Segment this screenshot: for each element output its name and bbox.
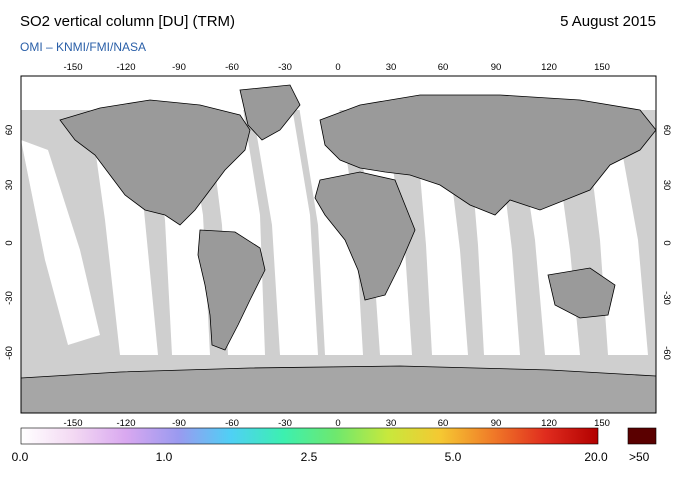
map-frame [20, 75, 657, 414]
colorbar-label: 1.0 [155, 450, 173, 464]
orbit-swath [21, 140, 100, 345]
colorbar-gradient [20, 427, 599, 445]
lon-tick-label-bottom: 30 [386, 418, 397, 429]
lat-tick-label-left: -60 [4, 346, 15, 360]
north-america [59, 99, 251, 226]
lon-tick-label-top: -120 [116, 62, 135, 73]
lat-tick-label-left: 30 [4, 180, 15, 191]
colorbar-label: 0.0 [11, 450, 29, 464]
colorbar-over-label: >50 [629, 450, 650, 464]
lon-tick-label-top: 120 [541, 62, 557, 73]
colorbar-over-swatch [627, 427, 657, 445]
data-credit: OMI – KNMI/FMI/NASA [20, 40, 147, 54]
lon-tick-label-bottom: -30 [278, 418, 292, 429]
map-ticks: -150 -150 -120 -120 -90 -90 -60 -60 -30 -30 0 0 30 30… [4, 62, 672, 429]
lon-tick-label-top: 0 [335, 62, 340, 73]
lon-tick-label-bottom: 120 [541, 418, 557, 429]
lon-tick-label-top: -60 [225, 62, 239, 73]
lon-tick-label-top: -150 [63, 62, 82, 73]
colorbar-label: 2.5 [300, 450, 318, 464]
lon-tick-label-top: -30 [278, 62, 292, 73]
lat-tick-label-right: 30 [661, 180, 672, 191]
lon-tick-label-top: 60 [438, 62, 449, 73]
lon-tick-label-bottom: -120 [116, 418, 135, 429]
australia [547, 267, 616, 319]
lon-tick-label-top: 30 [386, 62, 397, 73]
lon-tick-label-top: 90 [491, 62, 502, 73]
lon-tick-label-bottom: -60 [225, 418, 239, 429]
lat-tick-label-left: 60 [4, 125, 15, 136]
orbit-swath [298, 100, 363, 355]
colorbar-label: 20.0 [584, 450, 608, 464]
map-date: 5 August 2015 [560, 13, 656, 30]
lon-tick-label-bottom: 60 [438, 418, 449, 429]
lat-tick-label-left: 0 [4, 240, 15, 245]
colorbar-label: 5.0 [444, 450, 462, 464]
south-america [197, 229, 266, 351]
lon-tick-label-top: 150 [594, 62, 610, 73]
lat-tick-label-left: -30 [4, 291, 15, 305]
lon-tick-label-bottom: -150 [63, 418, 82, 429]
lon-tick-label-bottom: 0 [335, 418, 340, 429]
orbit-swath [250, 95, 318, 355]
lat-tick-label-right: 0 [661, 240, 672, 245]
greenland [239, 84, 301, 141]
map-title: SO2 vertical column [DU] (TRM) [20, 13, 236, 30]
lat-tick-label-right: -30 [661, 291, 672, 305]
lon-tick-label-bottom: 90 [491, 418, 502, 429]
lon-tick-label-top: -90 [172, 62, 186, 73]
eurasia [319, 94, 656, 216]
antarctica [21, 365, 656, 413]
africa [314, 171, 416, 301]
continents [21, 84, 656, 413]
lon-tick-label-bottom: 150 [594, 418, 610, 429]
orbit-swath [418, 150, 468, 355]
orbit-swath [588, 140, 648, 355]
lon-tick-label-bottom: -90 [172, 418, 186, 429]
lat-tick-label-right: 60 [661, 125, 672, 136]
lat-tick-label-right: -60 [661, 346, 672, 360]
